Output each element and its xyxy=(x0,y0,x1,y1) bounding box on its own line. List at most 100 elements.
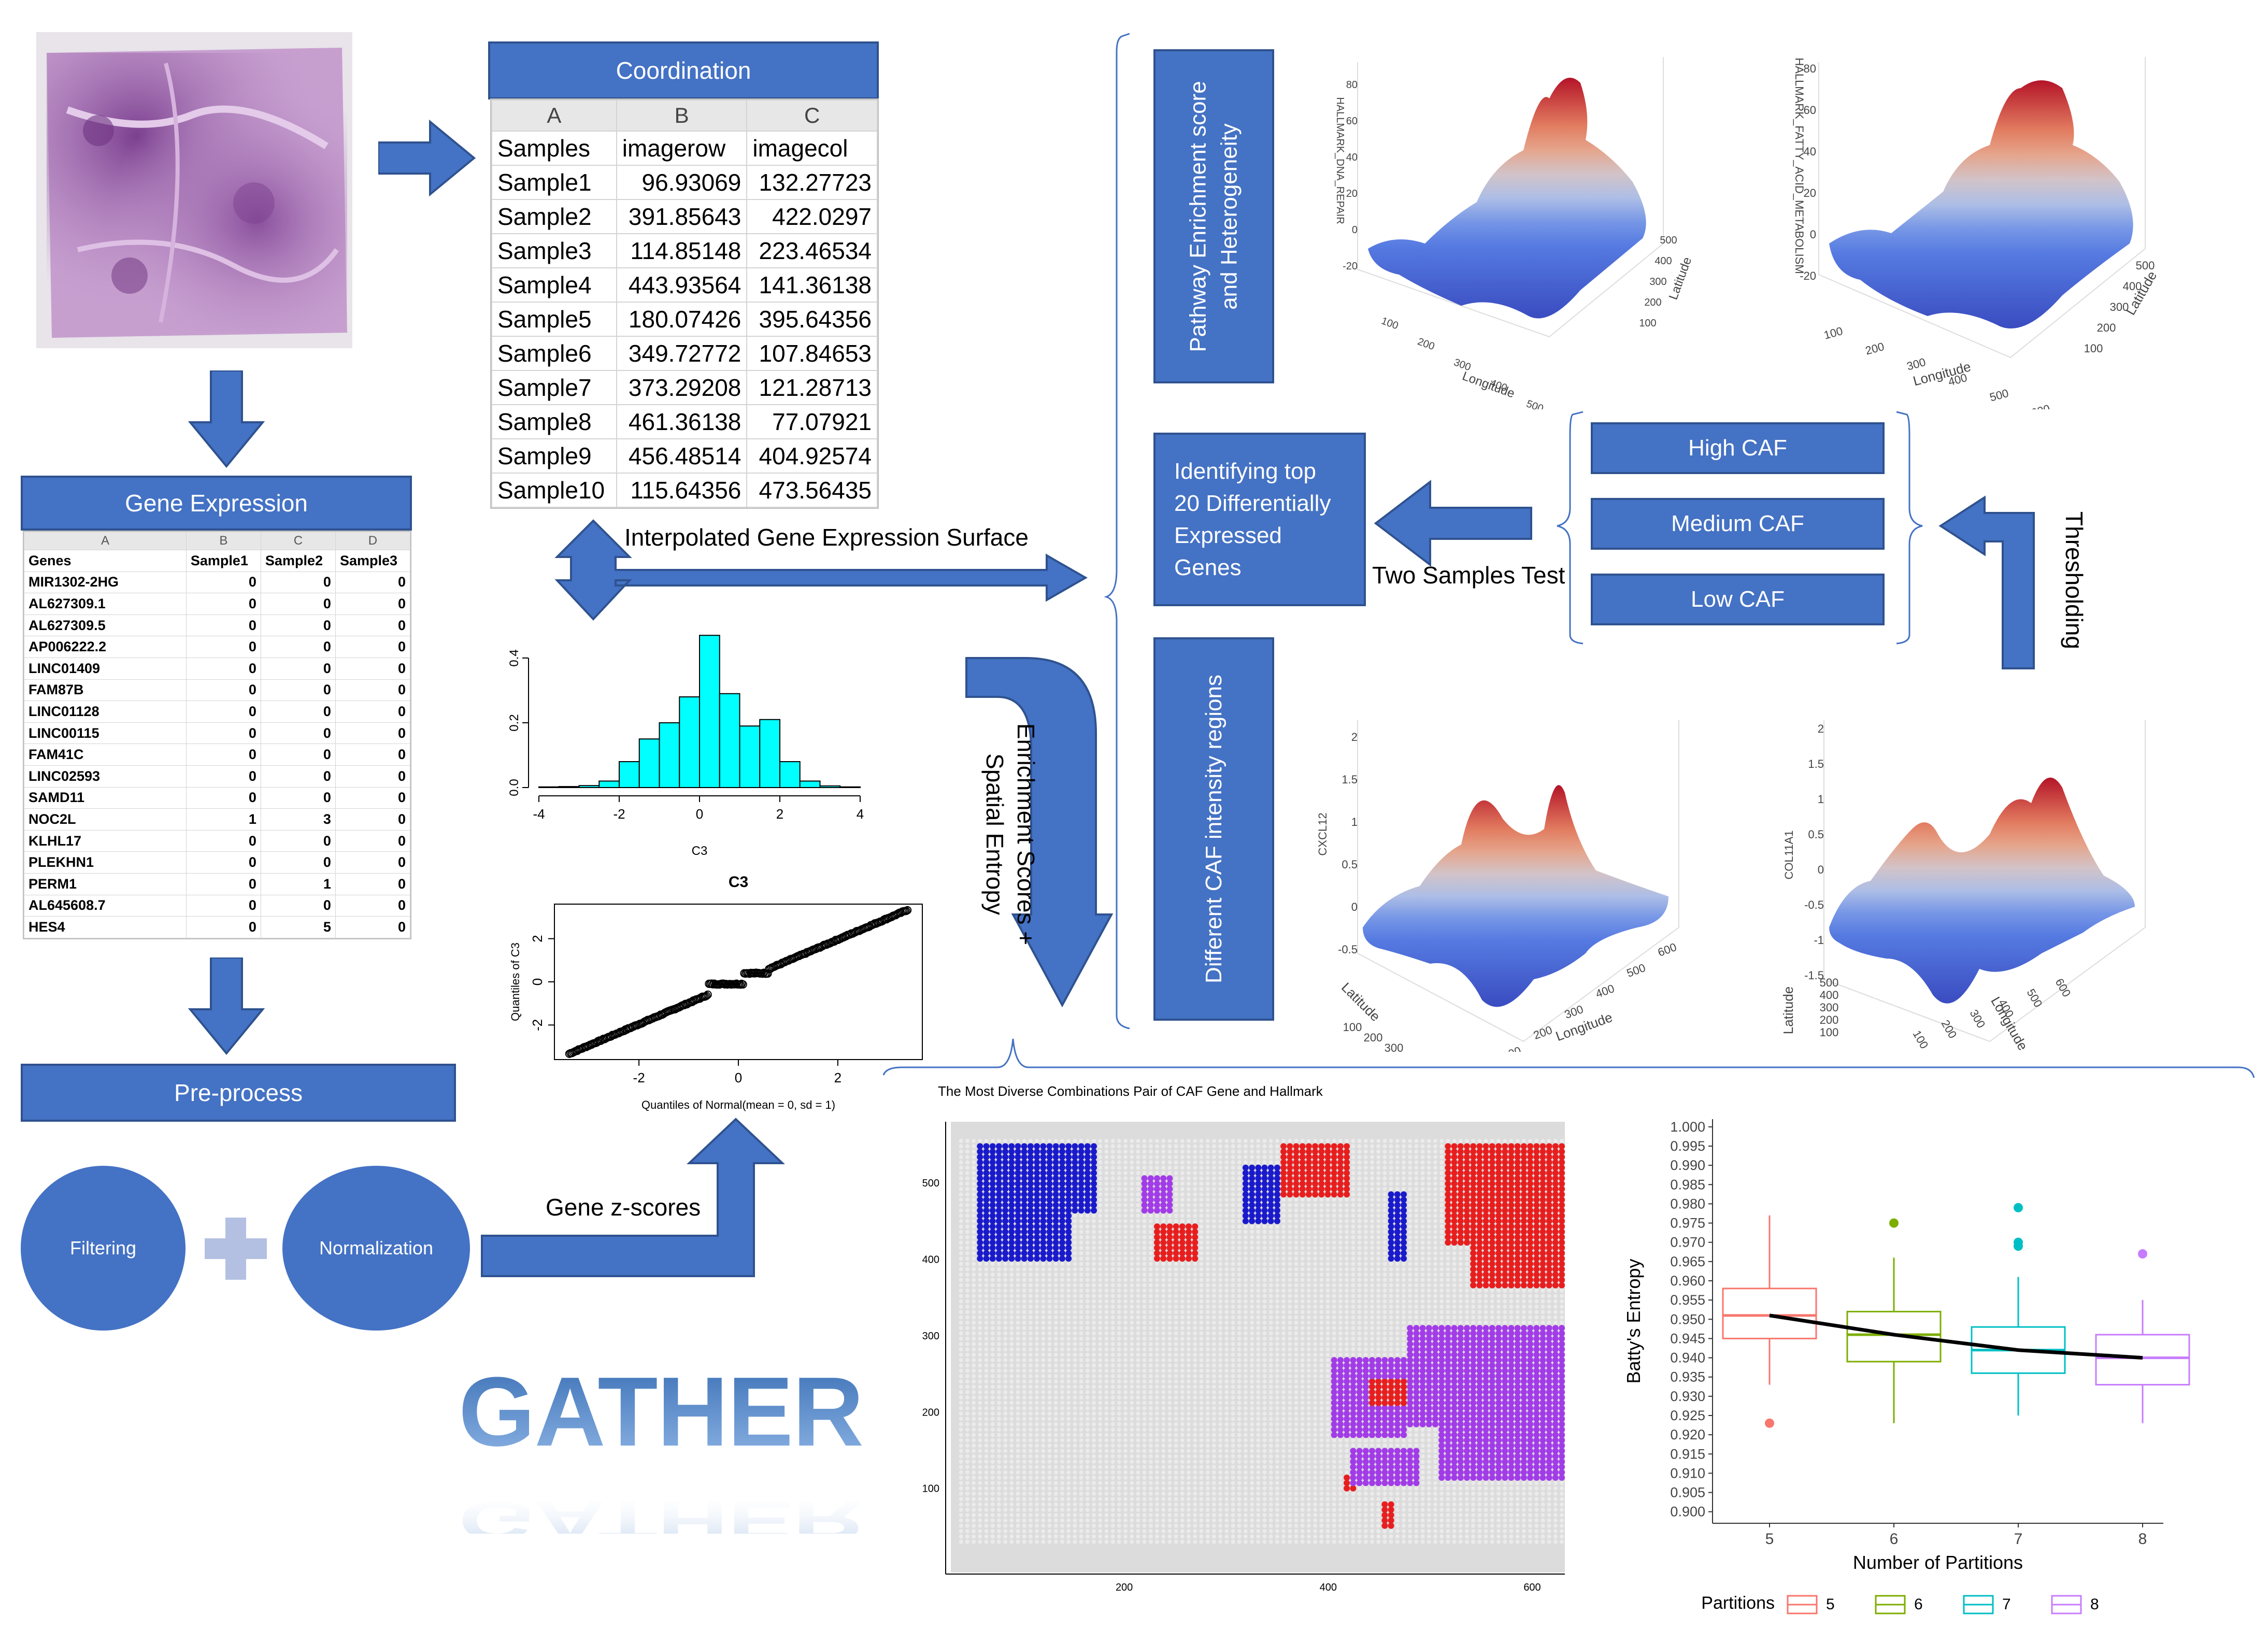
spot-background xyxy=(1066,1438,1071,1442)
spot-background xyxy=(1205,1454,1210,1459)
spot-background xyxy=(1028,1427,1033,1432)
spot-background xyxy=(1231,1336,1235,1341)
spot-background xyxy=(959,1470,963,1475)
spot-background xyxy=(1022,1139,1026,1143)
spot-blue xyxy=(1091,1207,1097,1214)
table-cell: 373.29208 xyxy=(616,370,748,405)
spot-background xyxy=(1288,1449,1292,1453)
spot-blue xyxy=(1052,1154,1059,1161)
y-tick-label: 300 xyxy=(1649,276,1666,288)
spot-background xyxy=(1028,1278,1033,1282)
histogram-chart: -4 -2 0 2 40.00.20.4C3 xyxy=(507,635,864,858)
spot-background xyxy=(1079,1294,1083,1298)
spot-background xyxy=(965,1476,969,1480)
spot-background xyxy=(1180,1476,1185,1480)
spot-red xyxy=(1299,1159,1306,1166)
spot-background xyxy=(1148,1406,1153,1410)
spot-background xyxy=(1306,1352,1311,1357)
spot-background xyxy=(1211,1342,1216,1347)
spot-background xyxy=(1060,1315,1064,1320)
spot-background xyxy=(1041,1358,1046,1363)
spot-background xyxy=(972,1352,976,1357)
spot-background xyxy=(1047,1278,1052,1282)
spot-background xyxy=(1022,1406,1026,1410)
spot-purple xyxy=(1160,1191,1167,1198)
spot-background xyxy=(1047,1491,1052,1496)
spot-background xyxy=(1079,1315,1083,1320)
spot-red xyxy=(1166,1245,1173,1251)
spot-blue xyxy=(1059,1245,1065,1251)
spot-background xyxy=(1003,1497,1008,1502)
spot-background xyxy=(1053,1315,1058,1320)
spot-background xyxy=(1142,1460,1147,1464)
spot-background xyxy=(1224,1262,1229,1266)
spot-background xyxy=(1199,1529,1204,1534)
spot-background xyxy=(1275,1256,1279,1261)
spot-background xyxy=(1073,1246,1077,1250)
spot-background xyxy=(1060,1449,1064,1453)
spot-background xyxy=(1130,1197,1134,1202)
spot-background xyxy=(1237,1379,1242,1384)
spot-background xyxy=(1123,1294,1128,1298)
spot-background xyxy=(1275,1406,1279,1410)
spot-background xyxy=(1136,1481,1140,1485)
spot-background xyxy=(990,1294,995,1298)
spot-background xyxy=(1300,1502,1305,1507)
spot-background xyxy=(1066,1523,1071,1528)
spot-background xyxy=(1022,1465,1026,1469)
spot-background xyxy=(1211,1192,1216,1197)
spot-blue xyxy=(1034,1239,1040,1246)
spot-background xyxy=(1313,1502,1318,1507)
spot-background xyxy=(1211,1246,1216,1250)
spot-red xyxy=(1293,1148,1300,1155)
spot-background xyxy=(1237,1363,1242,1368)
spot-blue xyxy=(995,1154,1002,1161)
spot-background xyxy=(1123,1310,1128,1314)
spot-blue xyxy=(1072,1175,1078,1182)
spot-background xyxy=(1187,1406,1191,1410)
spot-background xyxy=(1319,1438,1324,1442)
spot-background xyxy=(965,1139,969,1143)
spot-background xyxy=(1136,1288,1140,1293)
spot-background xyxy=(1104,1529,1109,1534)
spot-background xyxy=(1092,1213,1096,1218)
spot-background xyxy=(1079,1358,1083,1363)
spot-background xyxy=(1262,1433,1267,1437)
spot-background xyxy=(1155,1476,1159,1480)
spot-background xyxy=(1136,1513,1140,1518)
spot-background xyxy=(1104,1374,1109,1378)
spot-background xyxy=(1041,1139,1046,1143)
spot-background xyxy=(1161,1262,1166,1266)
table-cell: 0 xyxy=(335,722,411,745)
spot-background xyxy=(1009,1476,1014,1480)
spot-background xyxy=(1268,1294,1273,1298)
spot-background xyxy=(1180,1208,1185,1213)
spot-background xyxy=(965,1422,969,1426)
spot-background xyxy=(1268,1497,1273,1502)
spot-background xyxy=(1294,1438,1299,1442)
spot-background xyxy=(1085,1358,1090,1363)
spot-background xyxy=(1231,1534,1235,1539)
spot-background xyxy=(978,1529,982,1534)
spot-background xyxy=(1199,1470,1204,1475)
spot-background xyxy=(1180,1336,1185,1341)
spot-background xyxy=(1199,1513,1204,1518)
spot-background xyxy=(1224,1203,1229,1207)
spot-background xyxy=(1224,1534,1229,1539)
spot-background xyxy=(1009,1454,1014,1459)
spot-background xyxy=(1211,1165,1216,1170)
spot-background xyxy=(1104,1513,1109,1518)
spot-background xyxy=(1180,1320,1185,1325)
spot-background xyxy=(1016,1449,1020,1453)
spot-blue xyxy=(1008,1196,1015,1203)
spot-background xyxy=(978,1336,982,1341)
spot-red xyxy=(1160,1239,1167,1246)
table-cell: 141.36138 xyxy=(746,267,878,303)
spot-background xyxy=(1237,1438,1242,1442)
spot-background xyxy=(1148,1278,1153,1282)
spot-background xyxy=(1073,1411,1077,1416)
spot-purple xyxy=(1147,1207,1154,1214)
spot-background xyxy=(1117,1476,1121,1480)
spot-background xyxy=(1085,1347,1090,1352)
two-samples-label: Two Samples Test xyxy=(1372,562,1565,589)
